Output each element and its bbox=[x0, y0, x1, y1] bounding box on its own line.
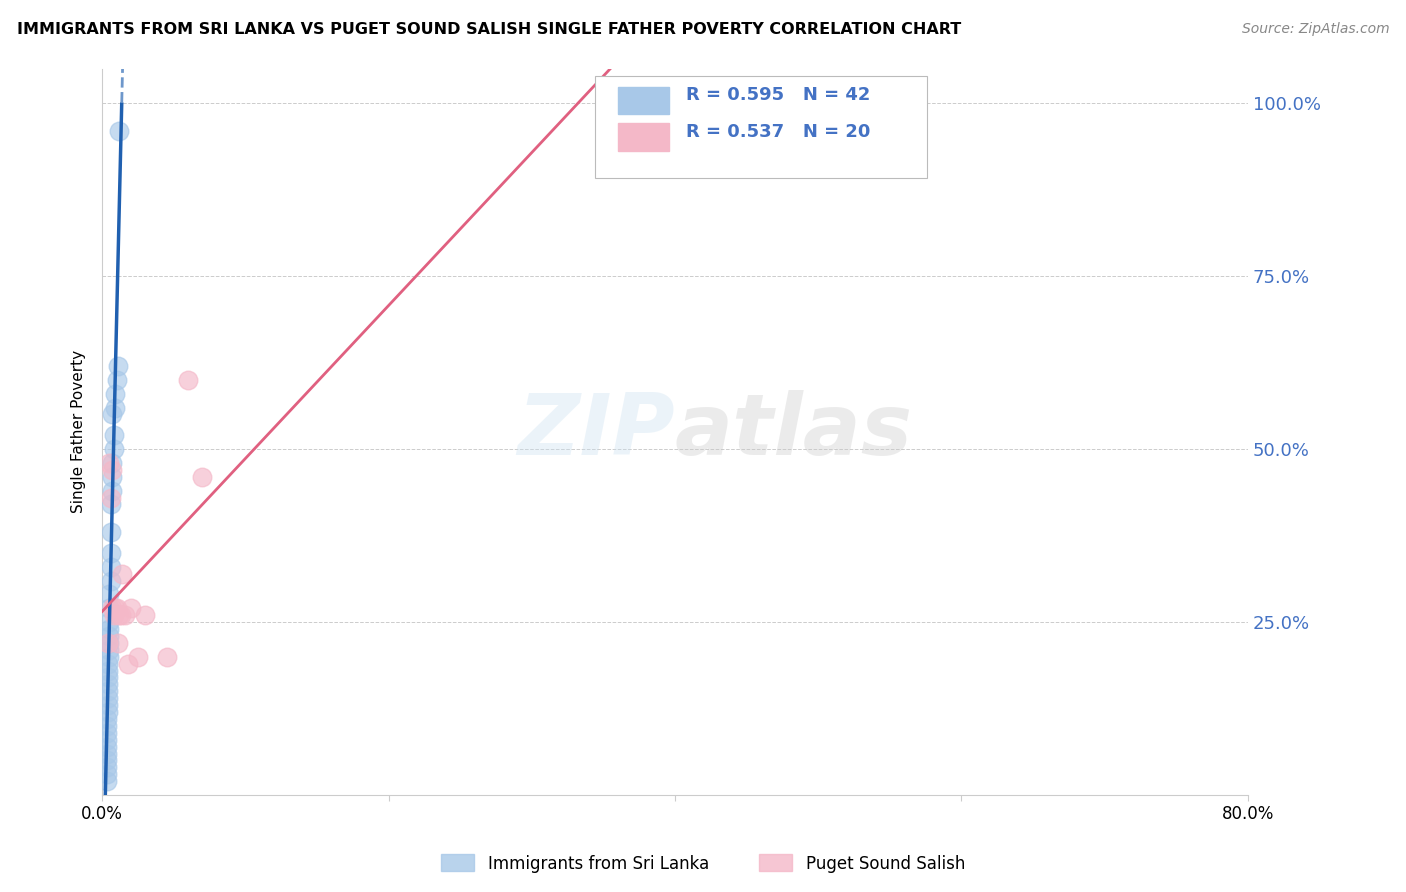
Point bbox=[101, 483, 124, 498]
Point bbox=[107, 359, 129, 373]
Point bbox=[107, 636, 129, 650]
Point bbox=[96, 739, 118, 754]
Point bbox=[108, 608, 131, 623]
Point bbox=[101, 408, 124, 422]
Text: IMMIGRANTS FROM SRI LANKA VS PUGET SOUND SALISH SINGLE FATHER POVERTY CORRELATIO: IMMIGRANTS FROM SRI LANKA VS PUGET SOUND… bbox=[17, 22, 962, 37]
Point bbox=[127, 649, 149, 664]
Text: Source: ZipAtlas.com: Source: ZipAtlas.com bbox=[1241, 22, 1389, 37]
Point bbox=[103, 608, 125, 623]
Point bbox=[98, 636, 121, 650]
Point bbox=[97, 670, 120, 684]
Point bbox=[97, 664, 120, 678]
Point bbox=[104, 601, 127, 615]
Point bbox=[96, 712, 118, 726]
Point bbox=[98, 622, 121, 636]
Bar bbox=[617, 87, 669, 114]
Point bbox=[156, 649, 179, 664]
Point bbox=[105, 373, 128, 387]
Point bbox=[96, 754, 118, 768]
Point bbox=[98, 629, 121, 643]
Point bbox=[100, 546, 122, 560]
Point bbox=[100, 525, 122, 540]
Point bbox=[100, 491, 122, 505]
Point bbox=[120, 601, 142, 615]
Point bbox=[114, 608, 136, 623]
Text: atlas: atlas bbox=[675, 391, 912, 474]
Point bbox=[97, 691, 120, 706]
Point bbox=[100, 498, 122, 512]
Point bbox=[103, 442, 125, 456]
Point bbox=[96, 767, 118, 781]
Legend: Immigrants from Sri Lanka, Puget Sound Salish: Immigrants from Sri Lanka, Puget Sound S… bbox=[434, 847, 972, 880]
Point bbox=[101, 601, 124, 615]
Point bbox=[97, 677, 120, 691]
Point bbox=[97, 698, 120, 712]
Point bbox=[96, 732, 118, 747]
Point bbox=[96, 774, 118, 789]
Point bbox=[134, 608, 156, 623]
Point bbox=[191, 469, 214, 483]
FancyBboxPatch shape bbox=[595, 76, 927, 178]
Point bbox=[97, 684, 120, 698]
Point bbox=[98, 615, 121, 629]
Point bbox=[98, 587, 121, 601]
Point bbox=[98, 601, 121, 615]
Text: R = 0.595   N = 42: R = 0.595 N = 42 bbox=[686, 87, 870, 104]
Point bbox=[98, 642, 121, 657]
Point bbox=[101, 463, 124, 477]
Point bbox=[98, 456, 121, 470]
Y-axis label: Single Father Poverty: Single Father Poverty bbox=[72, 351, 86, 514]
Point bbox=[97, 705, 120, 719]
Point bbox=[96, 747, 118, 761]
Point bbox=[100, 574, 122, 588]
Point bbox=[111, 566, 134, 581]
Point bbox=[108, 124, 131, 138]
Text: R = 0.537   N = 20: R = 0.537 N = 20 bbox=[686, 123, 870, 141]
Point bbox=[103, 428, 125, 442]
Text: ZIP: ZIP bbox=[517, 391, 675, 474]
Point bbox=[100, 559, 122, 574]
Point bbox=[105, 601, 128, 615]
Point bbox=[177, 373, 200, 387]
Point bbox=[101, 456, 124, 470]
Point bbox=[101, 469, 124, 483]
Point bbox=[110, 608, 132, 623]
Point bbox=[104, 401, 127, 415]
Point bbox=[104, 386, 127, 401]
Point bbox=[97, 657, 120, 671]
Point bbox=[96, 726, 118, 740]
Point bbox=[96, 760, 118, 774]
Point bbox=[117, 657, 139, 671]
Bar bbox=[617, 123, 669, 151]
Point bbox=[98, 649, 121, 664]
Point bbox=[97, 636, 120, 650]
Point bbox=[96, 719, 118, 733]
